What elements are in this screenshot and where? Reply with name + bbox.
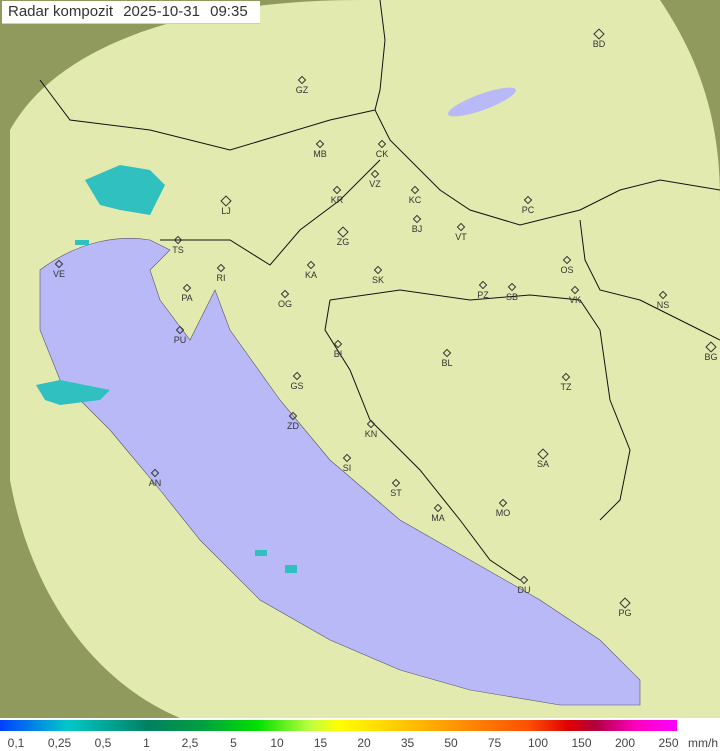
city-label: VE: [52, 269, 66, 279]
city-label: SB: [505, 292, 519, 302]
city-label: BL: [441, 358, 453, 368]
city-label: SA: [536, 459, 550, 469]
legend-tick: 1: [143, 736, 150, 750]
radar-coverage-area: [10, 0, 720, 718]
title-time: 09:35: [210, 3, 248, 20]
legend-tick: 100: [527, 736, 549, 750]
legend-tick: 250: [658, 736, 679, 750]
city-label: KA: [304, 270, 318, 280]
city-label: VK: [568, 295, 582, 305]
legend-tick: 10: [270, 736, 284, 750]
city-label: PZ: [477, 290, 489, 300]
map-title: Radar kompozit 2025-10-31 09:35: [2, 1, 260, 24]
adriatic-sea: [39, 238, 641, 706]
city-label: MO: [495, 508, 511, 518]
city-label: BG: [704, 352, 718, 362]
city-label: BD: [592, 39, 606, 49]
city-label: ZD: [287, 421, 299, 431]
legend-tick: 35: [400, 736, 415, 750]
city-label: PC: [521, 205, 535, 215]
legend-tick: 200: [614, 736, 636, 750]
lake-balaton: [448, 87, 516, 117]
city-label: GZ: [295, 85, 309, 95]
city-label: PA: [181, 293, 193, 303]
city-label: ST: [390, 488, 402, 498]
city-label: NS: [656, 300, 670, 310]
legend-tick: 2,5: [181, 736, 199, 750]
legend-unit: mm/h: [688, 736, 718, 750]
city-label: AN: [148, 478, 162, 488]
city-label: VZ: [369, 179, 381, 189]
legend-tick: 150: [571, 736, 592, 750]
city-label: VT: [455, 232, 467, 242]
legend-tick: 0,1: [7, 736, 25, 750]
city-label: BJ: [411, 224, 423, 234]
legend-color-scale: [0, 720, 677, 731]
legend-tick: 75: [487, 736, 502, 750]
city-label: LJ: [221, 206, 231, 216]
city-label: PU: [173, 335, 187, 345]
legend-tick: 15: [313, 736, 328, 750]
city-label: SI: [342, 463, 352, 473]
city-label: TS: [172, 245, 184, 255]
radar-map: [0, 0, 720, 718]
precipitation-legend: 0,1 0,25 0,5 1 2,5 5 10 15 20 35 50 75 100 150 200 250 …: [0, 718, 720, 751]
city-label: GS: [290, 381, 304, 391]
city-label: MB: [313, 149, 327, 159]
city-label: BI: [333, 349, 343, 359]
city-label: SK: [371, 275, 385, 285]
city-label: OG: [277, 299, 293, 309]
legend-tick: 0,5: [94, 736, 112, 750]
title-date: 2025-10-31: [123, 3, 200, 20]
precipitation-echoes: [36, 165, 297, 573]
legend-tick: 5: [230, 736, 237, 750]
borders: [39, 0, 720, 581]
city-label: MA: [431, 513, 445, 523]
city-label: ZG: [336, 237, 350, 247]
city-label: TZ: [560, 382, 572, 392]
city-label: RI: [216, 273, 226, 283]
legend-tick: 0,25: [47, 736, 72, 750]
title-label: Radar kompozit: [8, 3, 114, 20]
city-label: CK: [375, 149, 389, 159]
city-label: KC: [408, 195, 422, 205]
city-label: KN: [364, 429, 378, 439]
legend-tick: 20: [357, 736, 371, 750]
city-label: PG: [618, 608, 632, 618]
city-label: KR: [330, 195, 344, 205]
city-label: OS: [560, 265, 574, 275]
city-label: DU: [517, 585, 531, 595]
legend-tick: 50: [444, 736, 458, 750]
